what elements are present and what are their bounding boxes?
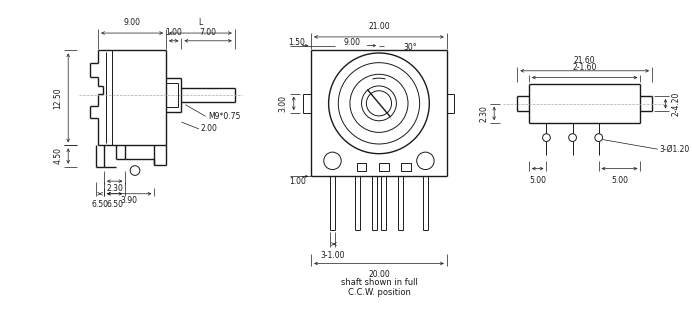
Text: 30°: 30° (403, 43, 417, 52)
Text: 5.00: 5.00 (611, 176, 628, 185)
Text: 3.90: 3.90 (120, 196, 138, 205)
Text: 6.50: 6.50 (106, 200, 123, 208)
Text: 2.30: 2.30 (480, 105, 489, 122)
Circle shape (543, 134, 550, 141)
Bar (401, 163, 411, 172)
Text: C.C.W. position: C.C.W. position (347, 288, 410, 297)
Text: 2.30: 2.30 (106, 184, 123, 193)
Text: L: L (198, 18, 203, 27)
Circle shape (417, 152, 434, 169)
Text: M9*0.75: M9*0.75 (208, 112, 241, 121)
Text: 3-Ø1.20: 3-Ø1.20 (659, 145, 690, 154)
Text: 12.50: 12.50 (53, 87, 62, 109)
Text: 2.00: 2.00 (201, 124, 218, 134)
Text: 4.50: 4.50 (53, 148, 62, 164)
Bar (356, 163, 366, 172)
Circle shape (569, 134, 576, 141)
Text: 1.00: 1.00 (165, 28, 182, 37)
Bar (379, 163, 389, 172)
Text: 1.50: 1.50 (289, 38, 305, 47)
Text: 1.00: 1.00 (289, 177, 306, 186)
Text: 6.50: 6.50 (91, 200, 109, 208)
Text: 3.00: 3.00 (278, 95, 287, 112)
Text: 2-4.20: 2-4.20 (671, 91, 680, 116)
Text: 9.00: 9.00 (124, 18, 140, 27)
Text: 7.00: 7.00 (199, 28, 217, 37)
Text: 3-1.00: 3-1.00 (320, 251, 345, 260)
Text: 20.00: 20.00 (368, 270, 390, 279)
Circle shape (595, 134, 603, 141)
Text: 5.00: 5.00 (529, 176, 546, 185)
Circle shape (130, 166, 140, 175)
Text: 9.00: 9.00 (343, 38, 361, 47)
Circle shape (324, 152, 341, 169)
Text: 2-1.60: 2-1.60 (572, 63, 597, 72)
Text: shaft shown in full: shaft shown in full (340, 278, 417, 287)
Text: 21.60: 21.60 (574, 56, 596, 65)
Text: 21.00: 21.00 (368, 22, 390, 31)
